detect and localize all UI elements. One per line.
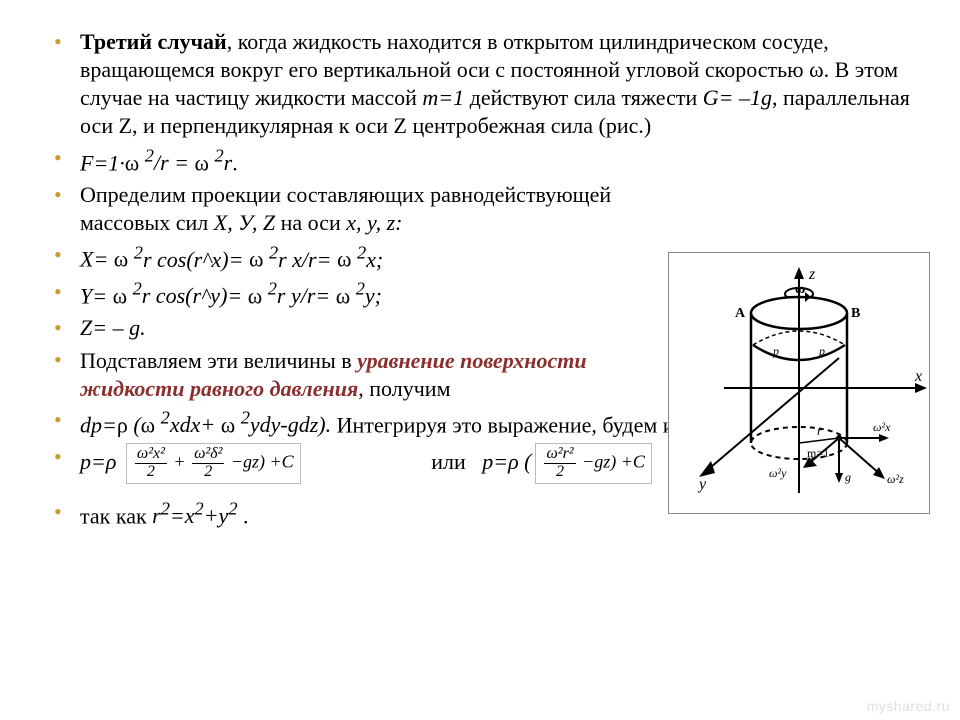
bullet-item: Определим проекции составляющих равнодей… [54, 181, 920, 237]
point-b-label: B [851, 306, 860, 321]
bullet-item: Третий случай, когда жидкость находится … [54, 28, 920, 141]
point-a-label: A [735, 306, 746, 321]
omega-label: ω [795, 282, 805, 297]
axis-z-label: z [808, 266, 816, 283]
slide: Третий случай, когда жидкость находится … [0, 0, 960, 720]
axis-x-label: x [914, 368, 922, 385]
g-label: g [845, 470, 851, 484]
p-left-label: p [772, 344, 779, 358]
bullet-item: F=1·ω 2/r = ω 2r. [54, 145, 920, 177]
p-right-label: p [818, 344, 825, 358]
formula-box-1: ω²x²2 + ω²δ²2 −gz) +C [126, 443, 301, 484]
w2y-label: ω²y [769, 466, 787, 480]
rotating-cylinder-figure: z x y ω A B p p [668, 252, 930, 514]
axis-y-label: y [697, 476, 707, 493]
w2x-label: ω²x [873, 420, 891, 434]
watermark: myshared.ru [867, 698, 950, 714]
formula-box-2: ω²r²2 −gz) +C [535, 443, 651, 484]
w2z-label: ω²z [887, 472, 904, 486]
r-label: r [817, 423, 823, 438]
